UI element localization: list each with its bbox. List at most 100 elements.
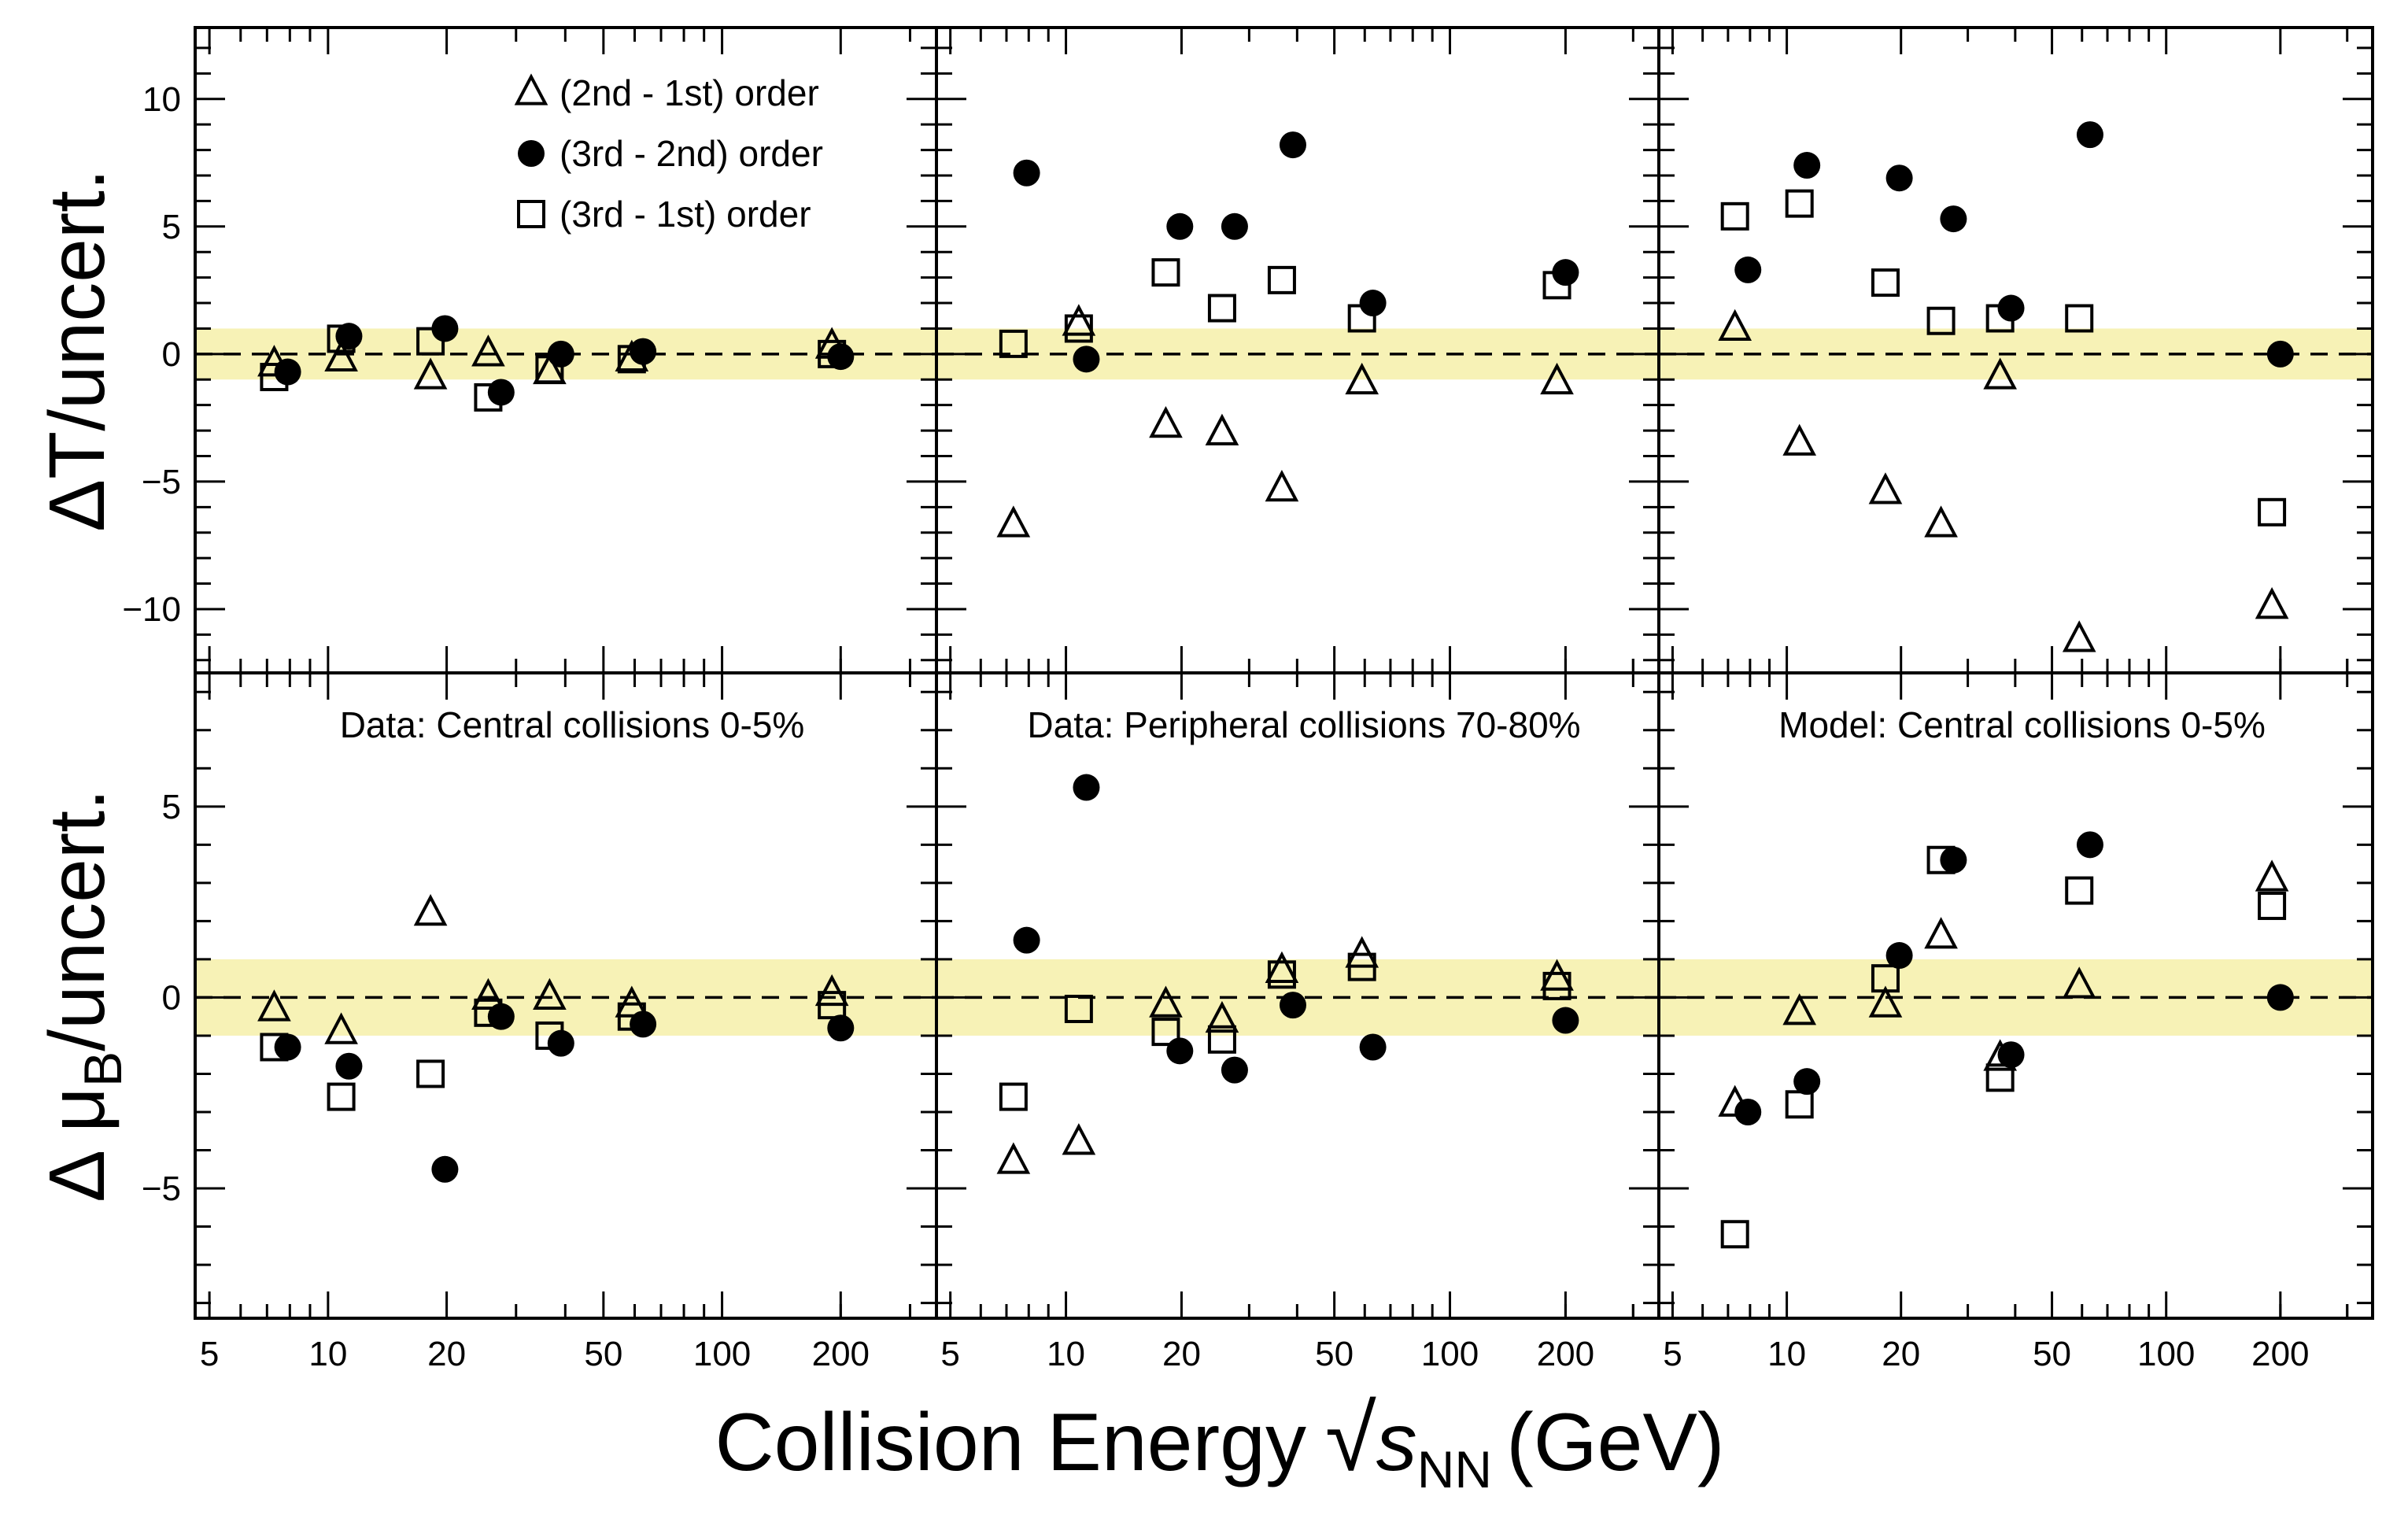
data-point-open-triangle: [1205, 413, 1239, 445]
y-axis-title-bottom: Δ μB/uncert.: [33, 789, 133, 1203]
data-point-open-square: [416, 1059, 445, 1088]
sqrt-symbol: √: [1325, 1387, 1376, 1491]
y-tick-label: −10: [122, 590, 181, 629]
x-axis-title-subscript: NN: [1417, 1440, 1492, 1498]
data-point-filled-circle: [1885, 942, 1913, 970]
x-tick-label: 5: [940, 1335, 959, 1373]
data-point-filled-circle: [1940, 846, 1967, 874]
y-tick-label: 5: [162, 788, 181, 826]
data-point-open-square: [999, 329, 1028, 358]
data-point-filled-circle: [827, 343, 855, 371]
data-point-filled-circle: [1073, 774, 1100, 801]
x-tick-label: 100: [2137, 1335, 2195, 1373]
y-tick-label: 0: [162, 978, 181, 1017]
series-filled-circle: [1734, 121, 2294, 368]
data-point-open-triangle: [324, 339, 358, 371]
data-point-filled-circle: [487, 1003, 515, 1030]
legend: (2nd - 1st) order (3rd - 2nd) order (3rd -…: [514, 72, 823, 235]
data-point-open-triangle: [2062, 620, 2096, 652]
series-open-triangle: [996, 936, 1574, 1174]
data-point-filled-circle: [827, 1014, 855, 1042]
data-point-filled-circle: [274, 358, 301, 386]
data-point-open-square: [1785, 189, 1814, 218]
series-filled-circle: [1013, 131, 1579, 373]
y-axis-title-top: ΔT/uncert.: [33, 168, 121, 531]
x-tick-label: 200: [1537, 1335, 1594, 1373]
legend-item: (3rd - 1st) order: [517, 194, 811, 235]
legend-marker-filled-circle: [518, 140, 545, 167]
data-point-open-triangle: [2255, 859, 2289, 892]
data-point-filled-circle: [630, 338, 657, 365]
data-point-open-triangle: [1345, 936, 1379, 968]
data-point-open-square: [1785, 1090, 1814, 1119]
data-point-open-triangle: [1540, 959, 1574, 991]
x-tick-label: 5: [200, 1335, 219, 1373]
data-point-filled-circle: [1734, 1098, 1762, 1125]
data-point-filled-circle: [1279, 992, 1306, 1019]
data-point-open-triangle: [413, 894, 448, 926]
y-tick-label: −5: [142, 463, 181, 501]
data-point-filled-circle: [1552, 1007, 1579, 1034]
y-axis-title-bottom-prefix: Δ μ: [33, 1087, 121, 1203]
data-point-open-triangle: [996, 505, 1031, 538]
data-point-filled-circle: [1997, 294, 2025, 322]
data-point-filled-circle: [1166, 212, 1194, 240]
data-point-open-triangle: [814, 974, 849, 1007]
x-tick-label: 100: [693, 1335, 751, 1373]
series-filled-circle: [274, 1003, 855, 1183]
uncertainty-band: [936, 328, 1659, 380]
series-open-triangle: [1718, 309, 2289, 652]
data-point-filled-circle: [1166, 1037, 1194, 1065]
data-point-filled-circle: [1221, 1056, 1248, 1084]
legend-item: (2nd - 1st) order: [514, 72, 819, 113]
x-tick-label: 50: [584, 1335, 622, 1373]
x-tick-label: 200: [2251, 1335, 2309, 1373]
panel-r0-c0: 10 5 0 −5 −10: [122, 26, 938, 674]
data-point-open-square: [1720, 1220, 1749, 1249]
series-open-square: [999, 952, 1571, 1111]
series-filled-circle: [274, 315, 855, 406]
legend-label: (3rd - 1st) order: [560, 194, 811, 235]
x-tick-label: 200: [812, 1335, 870, 1373]
data-point-filled-circle: [630, 1011, 657, 1038]
data-point-open-triangle: [1149, 985, 1183, 1018]
x-tick-label: 5: [1663, 1335, 1682, 1373]
data-point-open-square: [1151, 1018, 1180, 1047]
data-point-open-triangle: [1782, 423, 1817, 456]
y-tick-label: 0: [162, 335, 181, 374]
data-point-filled-circle: [1793, 1068, 1821, 1096]
data-point-filled-circle: [2076, 121, 2103, 149]
data-point-filled-circle: [1359, 1033, 1387, 1061]
y-axis-title-bottom-subscript: B: [73, 1051, 133, 1087]
data-point-filled-circle: [1940, 205, 1967, 233]
series-filled-circle: [1734, 831, 2294, 1125]
x-tick-label: 10: [1047, 1335, 1085, 1373]
x-tick-label: 50: [2033, 1335, 2071, 1373]
data-point-filled-circle: [2076, 831, 2103, 859]
data-point-open-triangle: [324, 1012, 358, 1044]
data-point-open-triangle: [1265, 469, 1299, 502]
data-point-open-triangle: [1062, 304, 1096, 336]
data-point-filled-circle: [1359, 290, 1387, 317]
series-filled-circle: [1013, 774, 1579, 1084]
data-point-filled-circle: [1073, 345, 1100, 373]
legend-label: (3rd - 2nd) order: [560, 133, 823, 174]
data-point-open-square: [2258, 497, 2287, 527]
data-point-filled-circle: [335, 1052, 363, 1080]
data-point-open-square: [999, 1082, 1028, 1111]
data-point-filled-circle: [2266, 340, 2294, 368]
legend-label: (2nd - 1st) order: [560, 72, 819, 113]
y-tick-label: 10: [142, 80, 181, 119]
data-point-filled-circle: [1279, 131, 1306, 159]
data-point-filled-circle: [1552, 259, 1579, 286]
x-tick-label: 20: [1162, 1335, 1201, 1373]
data-point-open-triangle: [1782, 993, 1817, 1025]
data-point-open-square: [1926, 306, 1956, 335]
data-point-open-square: [2065, 304, 2094, 333]
data-point-open-triangle: [1924, 917, 1958, 949]
x-axis-title-var: s: [1376, 1397, 1417, 1488]
data-point-filled-circle: [2266, 984, 2294, 1011]
